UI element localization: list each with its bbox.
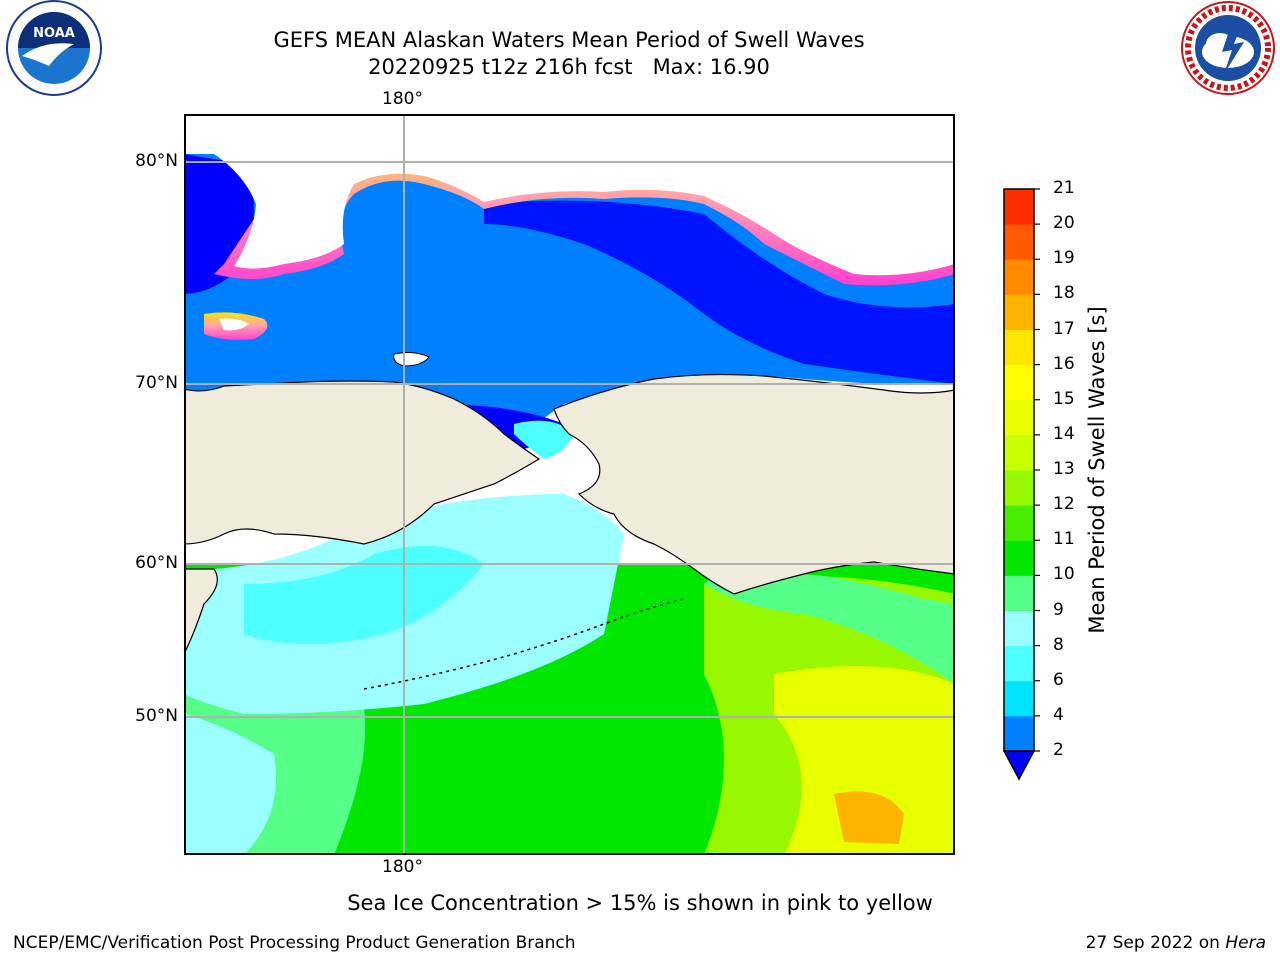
- colorbar-tick-label: 8: [1053, 634, 1064, 655]
- lon-label-top: 180°: [382, 89, 423, 109]
- colorbar-tick-label: 19: [1053, 248, 1075, 269]
- colorbar-segment: [1004, 364, 1034, 401]
- gulf-of-alaska-swell-region: [704, 569, 955, 684]
- colorbar-segment: [1004, 259, 1034, 295]
- colorbar: [1002, 188, 1040, 781]
- colorbar-segment: [1004, 645, 1034, 682]
- swell-14-15-region: [774, 666, 955, 855]
- nws-logo-icon: [1181, 1, 1275, 95]
- colorbar-segment: [1004, 434, 1034, 471]
- colorbar-segment: [1004, 610, 1034, 647]
- map-border: [184, 114, 955, 855]
- alaska-land: [553, 373, 955, 595]
- lat-label-60n: 60°N: [135, 553, 178, 573]
- colorbar-label: Mean Period of Swell Waves [s]: [1085, 306, 1109, 634]
- colorbar-segment: [1004, 399, 1034, 436]
- colorbar-tick-label: 6: [1053, 669, 1064, 690]
- colorbar-tick-label: 16: [1053, 353, 1075, 374]
- colorbar-tick-label: 14: [1053, 423, 1075, 444]
- kamchatka-land: [184, 568, 218, 655]
- colorbar-segment: [1004, 189, 1034, 225]
- colorbar-tick-label: 10: [1053, 564, 1075, 585]
- colorbar-segment: [1004, 505, 1034, 541]
- colorbar-segment: [1004, 470, 1034, 506]
- colorbar-segment: [1004, 715, 1034, 752]
- colorbar-tick-label: 18: [1053, 283, 1075, 304]
- colorbar-segment: [1004, 540, 1034, 576]
- colorbar-segment: [1004, 575, 1034, 611]
- colorbar-tick-label: 12: [1053, 494, 1075, 515]
- lat-label-80n: 80°N: [135, 151, 178, 171]
- swell-8-9-patch: [184, 714, 276, 855]
- noaa-logo-icon: NOAA: [6, 0, 102, 96]
- colorbar-tick-label: 2: [1053, 740, 1064, 760]
- colorbar-tick-label: 4: [1053, 704, 1064, 725]
- noaa-logo-text: NOAA: [33, 26, 75, 41]
- lat-label-50n: 50°N: [135, 706, 178, 726]
- colorbar-tick-label: 13: [1053, 459, 1075, 479]
- chukotka-land: [184, 380, 541, 545]
- colorbar-tick-label: 15: [1053, 388, 1075, 409]
- colorbar-tick-label: 21: [1053, 178, 1075, 198]
- footer-date: 27 Sep 2022 on Hera: [1085, 933, 1266, 953]
- wrangel-island: [393, 352, 430, 367]
- colorbar-tick-label: 9: [1053, 599, 1064, 620]
- swell-16-17-patch: [834, 791, 904, 844]
- lat-label-70n: 70°N: [135, 373, 178, 393]
- colorbar-segment: [1004, 329, 1034, 366]
- aleutian-islands: [363, 598, 685, 690]
- chart-title: GEFS MEAN Alaskan Waters Mean Period of …: [273, 28, 865, 52]
- caption: Sea Ice Concentration > 15% is shown in …: [347, 891, 933, 915]
- colorbar-segment: [1004, 224, 1034, 260]
- swell-below-2-region-east: [484, 200, 955, 384]
- footer-credit: NCEP/EMC/Verification Post Processing Pr…: [13, 933, 576, 953]
- lon-label-bottom: 180°: [382, 857, 423, 877]
- footer-host: Hera: [1225, 933, 1266, 953]
- bering-strait-patch: [514, 420, 574, 459]
- ice-free-white: [184, 114, 955, 276]
- chart-subtitle: 20220925 t12z 216h fcst Max: 16.90: [368, 55, 770, 79]
- colorbar-tick-label: 20: [1053, 213, 1075, 234]
- colorbar-segment: [1004, 294, 1034, 330]
- swell-period-map: [184, 114, 955, 855]
- colorbar-segment: [1004, 680, 1034, 717]
- swell-6-8-patch: [244, 546, 484, 644]
- colorbar-tick-label: 17: [1053, 318, 1075, 339]
- colorbar-tick-label: 11: [1053, 529, 1075, 550]
- colorbar-under-arrow: [1002, 750, 1036, 781]
